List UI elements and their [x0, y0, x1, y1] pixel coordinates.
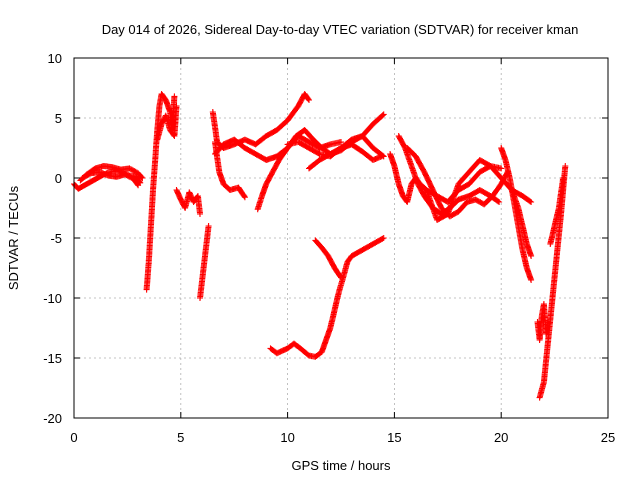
- x-tick-label: 20: [494, 430, 508, 445]
- chart-title: Day 014 of 2026, Sidereal Day-to-day VTE…: [102, 22, 579, 37]
- series-arc-x: [547, 175, 567, 247]
- series-arc-f: [173, 187, 203, 217]
- data-point-markers: [508, 187, 535, 259]
- data-point-markers: [212, 139, 248, 201]
- series-arc-g: [197, 223, 212, 301]
- data-markers: [71, 91, 569, 401]
- data-point-markers: [306, 133, 387, 172]
- series-arc-r: [404, 145, 511, 220]
- y-tick-label: 10: [48, 51, 62, 66]
- y-tick-label: -20: [43, 411, 62, 426]
- data-point-markers: [154, 103, 180, 143]
- y-tick-label: -5: [50, 231, 62, 246]
- y-tick-label: 0: [55, 171, 62, 186]
- series-arc-m: [306, 133, 387, 172]
- data-point-markers: [267, 235, 387, 360]
- data-point-markers: [312, 237, 344, 281]
- y-tick-label: 5: [55, 111, 62, 126]
- y-axis-label: SDTVAR / TECUs: [6, 185, 21, 290]
- series-arc-e: [154, 103, 180, 143]
- series-arc-h: [209, 91, 312, 151]
- x-tick-label: 0: [70, 430, 77, 445]
- series-arc-u: [508, 187, 535, 259]
- series-arc-c: [79, 169, 142, 189]
- x-tick-label: 15: [387, 430, 401, 445]
- series-arc-n: [267, 235, 387, 360]
- x-tick-label: 5: [177, 430, 184, 445]
- data-point-markers: [197, 223, 212, 301]
- y-tick-label: -15: [43, 351, 62, 366]
- series-arc-j: [212, 139, 248, 201]
- x-tick-label: 25: [601, 430, 615, 445]
- data-point-markers: [547, 175, 567, 247]
- data-point-markers: [173, 187, 203, 217]
- series-arc-s: [412, 157, 505, 223]
- axis-ticks: 0 5 10 15 20 25 -20 -15 -10 -5 0 5 10: [43, 51, 615, 445]
- y-tick-label: -10: [43, 291, 62, 306]
- series-arc-o: [312, 237, 344, 281]
- x-tick-label: 10: [280, 430, 294, 445]
- x-axis-label: GPS time / hours: [292, 458, 391, 473]
- data-point-markers: [412, 157, 505, 223]
- data-point-markers: [534, 301, 552, 343]
- data-point-markers: [209, 91, 312, 151]
- data-point-markers: [404, 145, 511, 220]
- series-arc-v: [534, 301, 552, 343]
- data-point-markers: [79, 169, 142, 189]
